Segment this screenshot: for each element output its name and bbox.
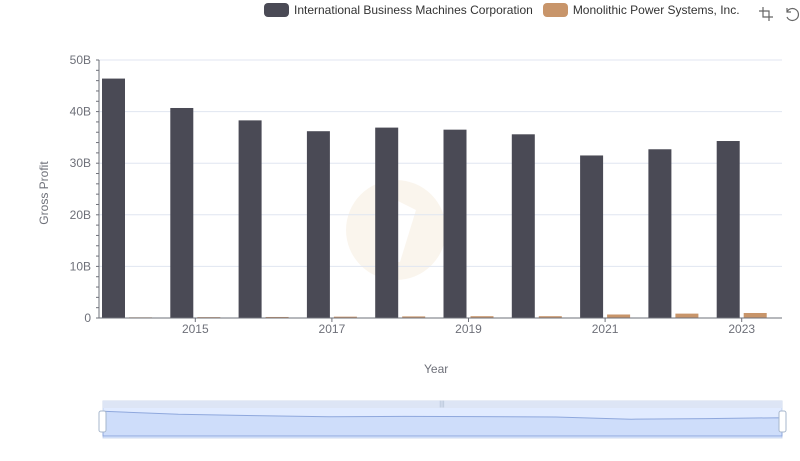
bar-mps-2023[interactable] [743,312,767,318]
slider-selection[interactable] [103,408,782,438]
bar-ibm-2023[interactable] [716,141,740,318]
bar-ibm-2015[interactable] [170,107,194,318]
slider-left-handle[interactable] [98,410,107,433]
x-tick-label: 2019 [455,322,482,336]
legend-item-ibm[interactable]: International Business Machines Corporat… [264,3,533,17]
bar-mps-2019[interactable] [470,316,494,318]
bars [102,78,767,319]
legend-item-mps[interactable]: Monolithic Power Systems, Inc. [542,3,740,17]
slider-right-handle[interactable] [778,410,787,433]
legend: International Business Machines Corporat… [264,3,750,17]
bar-ibm-2016[interactable] [238,120,262,318]
y-tick-label: 0 [84,311,91,325]
slider-grip-icon[interactable]: ||| [439,401,445,408]
legend-label-ibm: International Business Machines Corporat… [294,3,533,17]
y-tick-label: 20B [70,208,91,222]
bar-ibm-2014[interactable] [102,78,125,319]
y-tick-label: 10B [70,259,91,273]
legend-swatch-ibm [264,3,289,17]
axes: 0 10B 20B 30B 40B 50B 2015 2017 2019 2021 2023 [70,53,782,336]
restore-icon[interactable] [784,6,800,22]
bar-mps-2018[interactable] [402,316,426,318]
bar-ibm-2021[interactable] [580,155,604,318]
legend-swatch-mps [542,3,568,17]
legend-label-mps: Monolithic Power Systems, Inc. [572,3,740,17]
y-axis-title: Gross Profit [37,161,51,225]
x-axis-title: Year [424,362,449,376]
x-tick-label: 2017 [319,322,346,336]
bar-mps-2016[interactable] [265,316,289,318]
bar-ibm-2017[interactable] [306,131,330,318]
x-tick-label: 2023 [728,322,755,336]
x-tick-label: 2015 [182,322,209,336]
bar-ibm-2020[interactable] [511,134,535,318]
bar-mps-2020[interactable] [538,316,562,318]
y-tick-label: 30B [70,156,91,170]
zoom-icon[interactable] [758,6,774,22]
slider-top-bar[interactable] [103,401,782,408]
zoom-slider[interactable]: ||| [98,400,787,439]
y-tick-label: 40B [70,105,91,119]
bar-mps-2021[interactable] [607,314,631,318]
bar-mps-2017[interactable] [333,316,357,318]
slider-preview-line [102,410,783,437]
y-tick-label: 50B [70,53,91,67]
toolbox [748,6,800,22]
bar-ibm-2022[interactable] [648,149,672,318]
bar-mps-2022[interactable] [675,313,699,318]
bar-ibm-2019[interactable] [443,129,467,318]
x-tick-label: 2021 [592,322,619,336]
bar-ibm-2018[interactable] [375,127,399,318]
